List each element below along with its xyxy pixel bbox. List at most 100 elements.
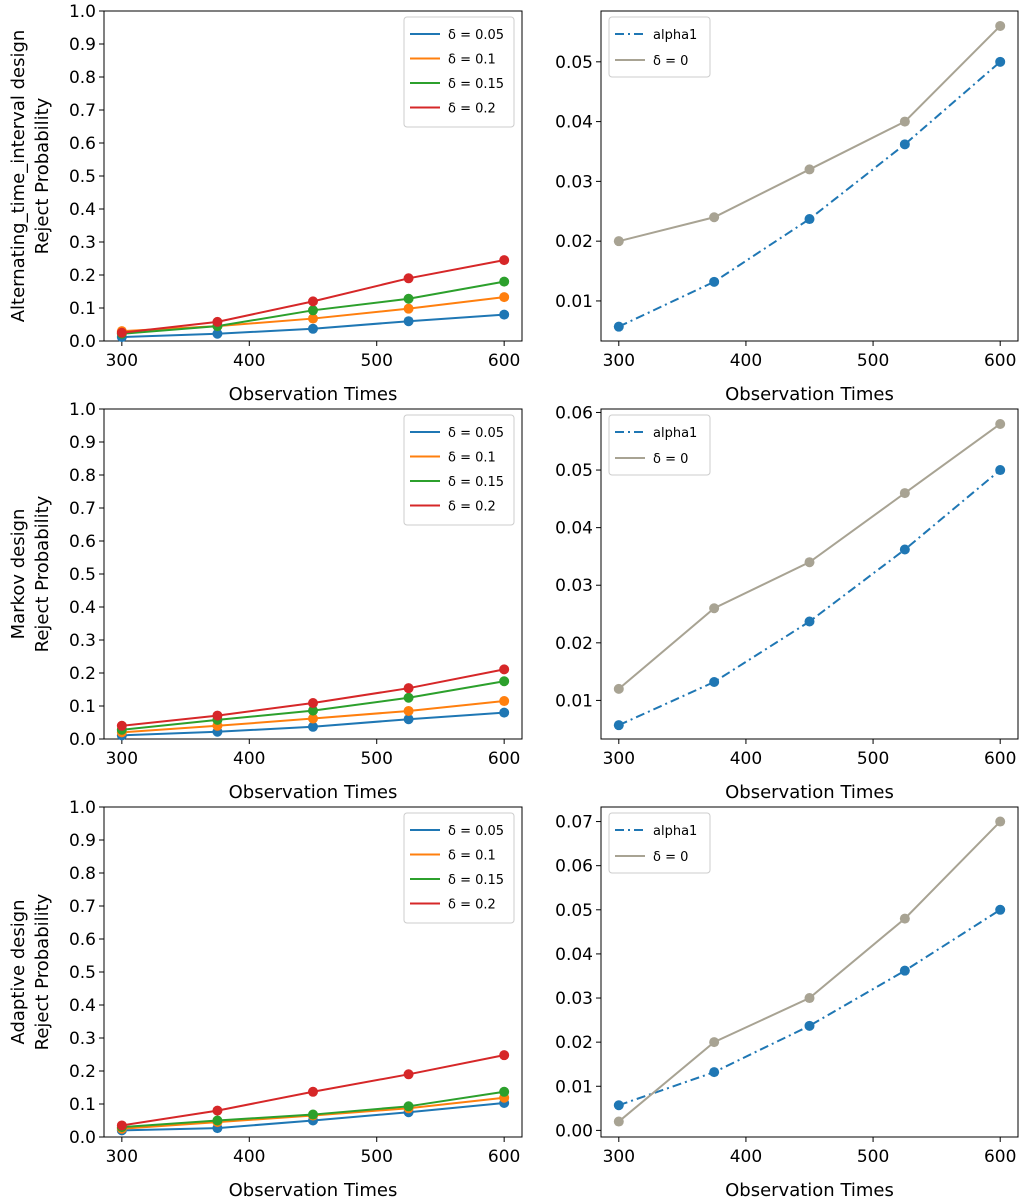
legend-entry-label: δ = 0.2: [448, 102, 496, 117]
data-point: [804, 214, 815, 225]
data-point: [116, 327, 127, 338]
y-tick-label: 0.07: [555, 813, 593, 833]
y-tick-label: 0.1: [69, 1095, 96, 1115]
data-point: [499, 707, 510, 718]
y-axis-label: Markov design: [8, 509, 29, 640]
data-point: [403, 1069, 414, 1080]
series-line: [618, 469, 1001, 727]
y-tick-label: 0.1: [69, 697, 96, 717]
x-tick-label: 300: [603, 1147, 635, 1167]
chart-panel-adaptive-left: 300 400 500 600 0.0 0.1 0.2 0.3 0.4 0.5 0.6 0.7 0.8 0…: [8, 798, 523, 1201]
y-tick-label: 0.05: [555, 53, 593, 73]
legend-entry-label: δ = 0.2: [448, 500, 496, 515]
x-tick-label: 600: [984, 1147, 1016, 1167]
y-axis-label: Alternating_time_interval design: [8, 30, 29, 323]
data-point: [709, 276, 720, 287]
legend-box: [403, 812, 515, 924]
y-tick-label: 0.0: [69, 332, 96, 352]
x-tick-label: 400: [730, 749, 762, 769]
data-point: [499, 676, 510, 687]
legend-box: [403, 16, 515, 128]
x-tick-label: 400: [233, 749, 265, 769]
data-point: [499, 696, 510, 707]
data-point: [308, 305, 318, 316]
y-tick-label: 0.9: [69, 831, 96, 851]
legend-box: [608, 16, 711, 78]
data-point: [899, 488, 910, 499]
y-tick-label: 0.1: [69, 299, 96, 319]
data-point: [308, 721, 318, 732]
data-point: [308, 1086, 318, 1097]
y-tick-label: 0.03: [555, 576, 593, 596]
y-tick-label: 0.6: [69, 930, 96, 950]
y-tick-label: 0.0: [69, 1128, 96, 1148]
y-tick-label: 0.5: [69, 167, 96, 187]
y-tick-label: 0.7: [69, 499, 96, 519]
legend-box: [608, 414, 711, 476]
y-tick-label: 0.3: [69, 1029, 96, 1049]
y-tick-label: 0.00: [555, 1121, 593, 1141]
y-axis-label: Reject Probability: [32, 97, 53, 254]
x-tick-label: 400: [233, 351, 265, 371]
y-axis-label: Reject Probability: [32, 893, 53, 1050]
data-point: [308, 1109, 318, 1120]
x-tick-label: 300: [603, 351, 635, 371]
series-line: [618, 908, 1001, 1107]
data-point: [403, 316, 414, 327]
data-point: [709, 676, 720, 687]
legend-box: [608, 812, 711, 874]
x-tick-label: 500: [360, 749, 392, 769]
x-tick-label: 600: [488, 1147, 520, 1167]
data-point: [499, 276, 510, 287]
y-tick-label: 0.3: [69, 233, 96, 253]
data-point: [613, 1100, 624, 1111]
data-point: [899, 139, 910, 150]
data-point: [995, 418, 1006, 429]
legend-entry-label: alpha1: [653, 28, 697, 43]
data-point: [403, 683, 414, 694]
data-point: [804, 164, 815, 175]
axes-frame: [600, 408, 1019, 740]
data-point: [308, 323, 318, 334]
data-point: [499, 309, 510, 320]
data-point: [995, 465, 1006, 476]
x-axis-label: Observation Times: [229, 384, 398, 405]
x-tick-label: 500: [857, 749, 889, 769]
y-tick-label: 0.4: [69, 200, 96, 220]
x-tick-label: 500: [857, 351, 889, 371]
legend: δ = 0.05 δ = 0.1 δ = 0.15 δ = 0.2: [403, 16, 515, 128]
data-point: [709, 212, 720, 223]
y-tick-label: 0.2: [69, 664, 96, 684]
y-tick-label: 0.7: [69, 101, 96, 121]
data-point: [403, 273, 414, 284]
data-point: [403, 293, 414, 304]
y-tick-label: 0.9: [69, 35, 96, 55]
series-line: [618, 61, 1001, 328]
data-point: [804, 993, 815, 1004]
y-axis-label: Reject Probability: [32, 495, 53, 652]
y-tick-label: 0.03: [555, 172, 593, 192]
x-tick-label: 400: [233, 1147, 265, 1167]
data-point: [499, 255, 510, 266]
x-tick-label: 600: [984, 749, 1016, 769]
data-point: [308, 705, 318, 716]
legend: alpha1 δ = 0: [608, 414, 711, 476]
data-point: [899, 965, 910, 976]
y-tick-label: 0.04: [555, 113, 593, 133]
y-tick-label: 0.03: [555, 989, 593, 1009]
y-tick-label: 1.0: [69, 400, 96, 420]
data-point: [899, 544, 910, 555]
data-point: [709, 603, 720, 614]
x-tick-label: 600: [984, 351, 1016, 371]
y-tick-label: 1.0: [69, 798, 96, 818]
x-tick-label: 400: [730, 1147, 762, 1167]
y-tick-label: 1.0: [69, 2, 96, 22]
data-point: [308, 698, 318, 709]
data-point: [212, 1115, 223, 1126]
legend-entry-label: δ = 0.2: [448, 898, 496, 913]
data-point: [403, 705, 414, 716]
data-point: [709, 1037, 720, 1048]
y-tick-label: 0.02: [555, 1033, 593, 1053]
data-point: [995, 904, 1006, 915]
